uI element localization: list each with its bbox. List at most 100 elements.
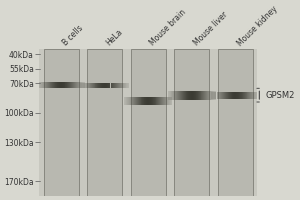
FancyBboxPatch shape bbox=[85, 83, 86, 88]
FancyBboxPatch shape bbox=[252, 92, 253, 99]
FancyBboxPatch shape bbox=[237, 92, 238, 99]
FancyBboxPatch shape bbox=[126, 83, 127, 88]
FancyBboxPatch shape bbox=[38, 82, 39, 88]
FancyBboxPatch shape bbox=[246, 92, 247, 99]
FancyBboxPatch shape bbox=[212, 92, 213, 99]
FancyBboxPatch shape bbox=[93, 83, 94, 88]
FancyBboxPatch shape bbox=[231, 92, 232, 99]
FancyBboxPatch shape bbox=[210, 91, 211, 100]
FancyBboxPatch shape bbox=[199, 91, 200, 100]
FancyBboxPatch shape bbox=[61, 82, 62, 88]
FancyBboxPatch shape bbox=[57, 82, 58, 88]
FancyBboxPatch shape bbox=[228, 92, 229, 99]
FancyBboxPatch shape bbox=[79, 82, 80, 88]
FancyBboxPatch shape bbox=[209, 91, 210, 100]
FancyBboxPatch shape bbox=[143, 97, 144, 105]
FancyBboxPatch shape bbox=[195, 91, 196, 100]
FancyBboxPatch shape bbox=[201, 91, 202, 100]
FancyBboxPatch shape bbox=[154, 97, 155, 105]
FancyBboxPatch shape bbox=[115, 83, 116, 88]
FancyBboxPatch shape bbox=[138, 97, 139, 105]
FancyBboxPatch shape bbox=[219, 92, 220, 99]
FancyBboxPatch shape bbox=[91, 83, 92, 88]
FancyBboxPatch shape bbox=[193, 91, 194, 100]
FancyBboxPatch shape bbox=[96, 83, 97, 88]
FancyBboxPatch shape bbox=[215, 91, 216, 100]
FancyBboxPatch shape bbox=[169, 91, 170, 100]
FancyBboxPatch shape bbox=[227, 92, 228, 99]
FancyBboxPatch shape bbox=[101, 83, 102, 88]
FancyBboxPatch shape bbox=[204, 91, 205, 100]
FancyBboxPatch shape bbox=[58, 82, 59, 88]
FancyBboxPatch shape bbox=[153, 97, 154, 105]
FancyBboxPatch shape bbox=[144, 97, 145, 105]
FancyBboxPatch shape bbox=[223, 92, 224, 99]
FancyBboxPatch shape bbox=[128, 97, 129, 105]
FancyBboxPatch shape bbox=[197, 91, 198, 100]
FancyBboxPatch shape bbox=[107, 83, 108, 88]
FancyBboxPatch shape bbox=[125, 83, 126, 88]
FancyBboxPatch shape bbox=[244, 92, 245, 99]
FancyBboxPatch shape bbox=[206, 91, 207, 100]
FancyBboxPatch shape bbox=[128, 83, 129, 88]
FancyBboxPatch shape bbox=[205, 91, 206, 100]
FancyBboxPatch shape bbox=[155, 97, 156, 105]
FancyBboxPatch shape bbox=[110, 83, 111, 88]
FancyBboxPatch shape bbox=[46, 82, 47, 88]
FancyBboxPatch shape bbox=[235, 92, 236, 99]
FancyBboxPatch shape bbox=[171, 97, 172, 105]
FancyBboxPatch shape bbox=[92, 83, 93, 88]
FancyBboxPatch shape bbox=[240, 92, 241, 99]
FancyBboxPatch shape bbox=[242, 92, 243, 99]
FancyBboxPatch shape bbox=[68, 82, 69, 88]
FancyBboxPatch shape bbox=[122, 83, 123, 88]
FancyBboxPatch shape bbox=[174, 91, 175, 100]
FancyBboxPatch shape bbox=[249, 92, 250, 99]
FancyBboxPatch shape bbox=[234, 92, 235, 99]
FancyBboxPatch shape bbox=[169, 91, 170, 100]
FancyBboxPatch shape bbox=[111, 83, 112, 88]
FancyBboxPatch shape bbox=[164, 97, 165, 105]
FancyBboxPatch shape bbox=[190, 91, 191, 100]
FancyBboxPatch shape bbox=[225, 92, 226, 99]
FancyBboxPatch shape bbox=[67, 82, 68, 88]
FancyBboxPatch shape bbox=[66, 82, 67, 88]
FancyBboxPatch shape bbox=[216, 92, 217, 99]
FancyBboxPatch shape bbox=[87, 83, 88, 88]
FancyBboxPatch shape bbox=[221, 92, 222, 99]
FancyBboxPatch shape bbox=[174, 49, 209, 196]
FancyBboxPatch shape bbox=[200, 91, 201, 100]
FancyBboxPatch shape bbox=[211, 92, 212, 99]
FancyBboxPatch shape bbox=[94, 83, 95, 88]
FancyBboxPatch shape bbox=[121, 83, 122, 88]
FancyBboxPatch shape bbox=[161, 97, 162, 105]
FancyBboxPatch shape bbox=[169, 97, 170, 105]
FancyBboxPatch shape bbox=[258, 92, 259, 99]
FancyBboxPatch shape bbox=[60, 82, 61, 88]
FancyBboxPatch shape bbox=[152, 97, 153, 105]
FancyBboxPatch shape bbox=[203, 91, 204, 100]
FancyBboxPatch shape bbox=[54, 82, 55, 88]
FancyBboxPatch shape bbox=[217, 92, 218, 99]
FancyBboxPatch shape bbox=[64, 82, 65, 88]
FancyBboxPatch shape bbox=[184, 91, 185, 100]
FancyBboxPatch shape bbox=[214, 91, 215, 100]
FancyBboxPatch shape bbox=[177, 91, 178, 100]
FancyBboxPatch shape bbox=[256, 92, 257, 99]
FancyBboxPatch shape bbox=[232, 92, 233, 99]
FancyBboxPatch shape bbox=[63, 82, 64, 88]
FancyBboxPatch shape bbox=[82, 82, 83, 88]
FancyBboxPatch shape bbox=[130, 97, 131, 105]
FancyBboxPatch shape bbox=[137, 97, 138, 105]
FancyBboxPatch shape bbox=[76, 82, 77, 88]
FancyBboxPatch shape bbox=[116, 83, 117, 88]
FancyBboxPatch shape bbox=[165, 97, 166, 105]
FancyBboxPatch shape bbox=[170, 91, 171, 100]
FancyBboxPatch shape bbox=[254, 92, 255, 99]
FancyBboxPatch shape bbox=[81, 82, 82, 88]
FancyBboxPatch shape bbox=[215, 92, 216, 99]
FancyBboxPatch shape bbox=[72, 82, 73, 88]
FancyBboxPatch shape bbox=[222, 92, 223, 99]
FancyBboxPatch shape bbox=[245, 92, 246, 99]
FancyBboxPatch shape bbox=[120, 83, 121, 88]
